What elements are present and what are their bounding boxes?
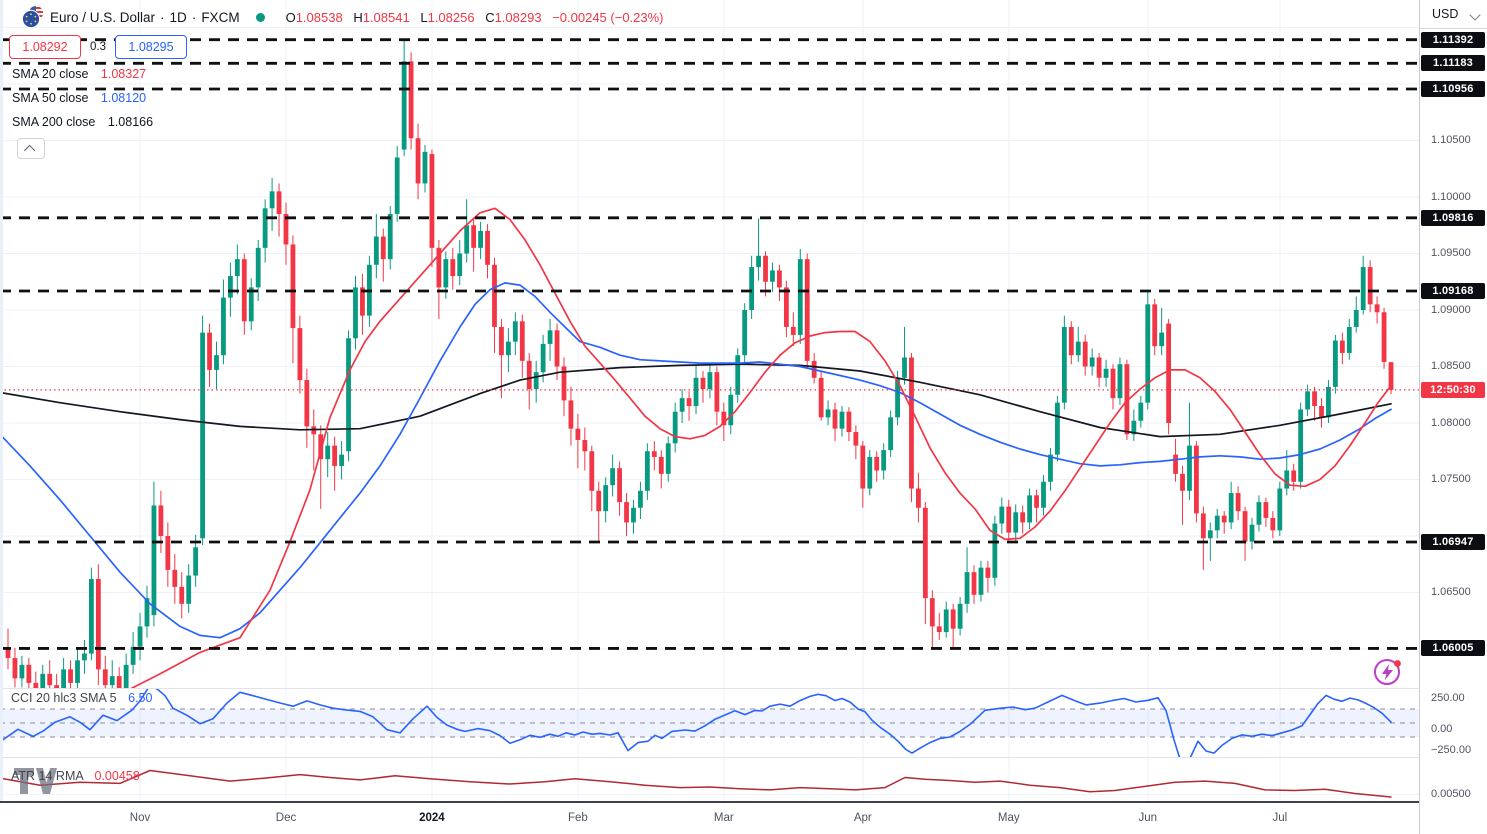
cci-layer xyxy=(0,688,1419,757)
atr-tick-label: 0.00500 xyxy=(1431,788,1471,801)
price-tick-label: 1.10000 xyxy=(1431,190,1471,203)
level-price-label[interactable]: 1.06005 xyxy=(1421,640,1485,657)
sell-button[interactable]: 1.08292 xyxy=(9,35,81,59)
level-price-label[interactable]: 1.11392 xyxy=(1421,31,1485,48)
time-axis-label: Apr xyxy=(853,812,872,824)
open-label: O xyxy=(285,9,296,25)
spread-value: 0.3 xyxy=(90,41,106,53)
price-tick-label: 1.08000 xyxy=(1431,416,1471,429)
chevron-down-icon xyxy=(1469,9,1481,21)
currency-pair-icon xyxy=(21,6,44,29)
close-value: 1.08293 xyxy=(494,9,542,25)
currency-dropdown[interactable]: USD xyxy=(1420,0,1487,29)
sma200-value: 1.08166 xyxy=(107,115,154,129)
time-axis-label: Mar xyxy=(713,812,734,824)
cci-tick-label: 250.00 xyxy=(1431,692,1465,704)
time-axis[interactable]: Nov Dec 2024 Feb Mar Apr May Jun Jul xyxy=(0,801,1487,834)
open-value: 1.08538 xyxy=(295,9,343,25)
sma20-legend[interactable]: SMA 20 close 1.08327 xyxy=(12,67,146,81)
sma50-label: SMA 50 close xyxy=(12,91,89,105)
price-tick-label: 1.08500 xyxy=(1431,360,1471,372)
price-tick-label: 1.10500 xyxy=(1431,134,1471,146)
low-value: 1.08256 xyxy=(427,9,475,25)
sma20-label: SMA 20 close xyxy=(12,67,89,81)
time-axis-label: Jun xyxy=(1138,812,1158,824)
sma20-value: 1.08327 xyxy=(100,67,147,81)
price-tick-label: 1.09000 xyxy=(1431,303,1471,316)
title-separator: · xyxy=(191,9,197,25)
level-price-label[interactable]: 1.10956 xyxy=(1421,80,1485,97)
candle-countdown-label: 12:50:30 xyxy=(1421,381,1485,398)
price-tick-label: 1.06500 xyxy=(1431,586,1471,598)
sma200-label: SMA 200 close xyxy=(12,115,96,129)
high-value: 1.08541 xyxy=(362,9,410,25)
atr-layer xyxy=(0,769,1392,798)
collapse-legend-button[interactable] xyxy=(17,138,45,159)
buy-button[interactable]: 1.08295 xyxy=(115,35,187,59)
level-price-label[interactable]: 1.06947 xyxy=(1421,533,1485,550)
level-price-label[interactable]: 1.09816 xyxy=(1421,209,1485,226)
sma50-legend[interactable]: SMA 50 close 1.08120 xyxy=(12,91,146,105)
candles-layer xyxy=(5,39,1394,688)
time-axis-label: Jul xyxy=(1272,812,1288,824)
cci-value: 6.50 xyxy=(128,691,153,705)
tradingview-logo xyxy=(14,768,57,794)
ma-layer xyxy=(0,207,1392,688)
price-tick-label: 1.09500 xyxy=(1431,247,1471,259)
cci-label: CCI 20 hlc3 SMA 5 xyxy=(11,691,117,705)
level-price-label[interactable]: 1.09168 xyxy=(1421,283,1485,300)
high-label: H xyxy=(353,9,363,25)
bid-ask-row: 1.08292 0.3 1.08295 xyxy=(9,35,187,59)
symbol-header[interactable]: Euro / U.S. Dollar · 1D · FXCM O1.08538 … xyxy=(21,6,664,29)
ohlc-readout: O1.08538 H1.08541 L1.08256 C1.08293 −0.0… xyxy=(279,10,664,25)
time-axis-label: Dec xyxy=(275,812,297,824)
price-scale[interactable]: USD 1.10500 1.10000 1.09500 1.09000 1.08500 1… xyxy=(1419,0,1487,834)
atr-value: 0.00458 xyxy=(94,769,140,783)
cci-tick-label: 0.00 xyxy=(1431,723,1453,735)
time-axis-label: Nov xyxy=(129,812,151,824)
level-price-label[interactable]: 1.11183 xyxy=(1421,55,1485,72)
change-value: −0.00245 (−0.23%) xyxy=(552,9,664,25)
time-axis-label: Feb xyxy=(567,812,588,824)
price-tick-label: 1.07500 xyxy=(1431,473,1471,485)
market-status-dot[interactable] xyxy=(255,12,265,22)
sma200-legend[interactable]: SMA 200 close 1.08166 xyxy=(12,115,153,129)
atr-legend[interactable]: ATR 14 RMA 0.00458 xyxy=(11,769,140,783)
chevron-up-icon xyxy=(23,144,36,156)
cci-tick-label: −250.00 xyxy=(1431,744,1472,756)
sma50-value: 1.08120 xyxy=(100,91,147,105)
timeframe-label[interactable]: 1D xyxy=(169,9,187,25)
exchange-label[interactable]: FXCM xyxy=(201,9,240,25)
chart-canvas[interactable] xyxy=(0,0,1419,801)
pane-left-edge xyxy=(0,0,3,801)
title-separator: · xyxy=(160,9,165,25)
low-label: L xyxy=(420,9,428,25)
cci-legend[interactable]: CCI 20 hlc3 SMA 5 6.50 xyxy=(11,691,152,705)
currency-label: USD xyxy=(1432,7,1459,21)
close-label: C xyxy=(485,9,495,25)
atr-label: ATR 14 RMA xyxy=(11,769,84,783)
time-axis-label: 2024 xyxy=(419,812,445,824)
time-axis-label: May xyxy=(997,812,1020,824)
symbol-title[interactable]: Euro / U.S. Dollar xyxy=(50,9,156,25)
lightning-trade-button[interactable] xyxy=(1372,656,1404,688)
